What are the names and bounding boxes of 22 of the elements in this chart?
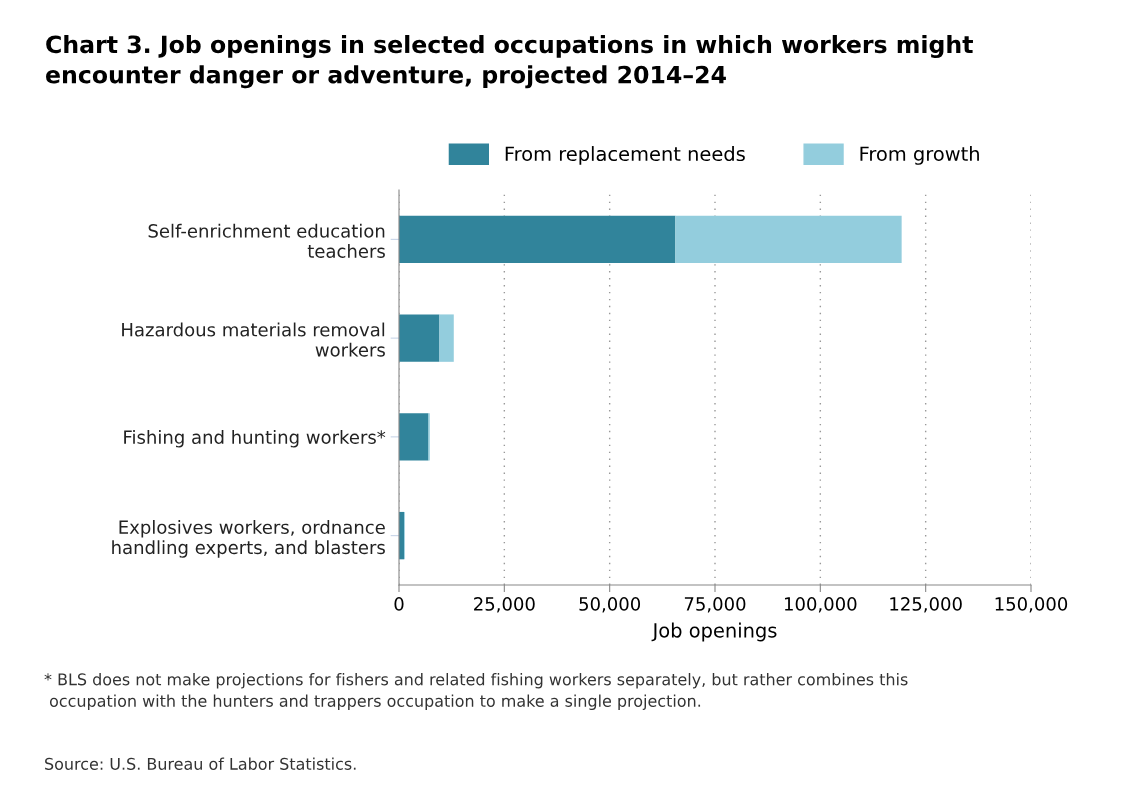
x-tick-label: 0 [394, 597, 404, 611]
chart-title: Chart 3. Job openings in selected occupations in which workers might encounter danger or adventure, projected 2014–24 [46, 35, 973, 89]
legend-label: From growth [860, 146, 979, 165]
y-tick-label: Explosives workers, ordnance handling experts, and blasters [112, 520, 385, 558]
y-tick-label: Hazardous materials removal workers [122, 322, 385, 357]
y-tick-label: Self-enrichment education teachers [148, 223, 385, 258]
y-tick-label: Fishing and hunting workers* [124, 430, 386, 448]
bar [439, 314, 454, 362]
x-tick-label: 150,000 [995, 597, 1068, 613]
bar [399, 413, 429, 461]
x-tick-label: 100,000 [784, 597, 857, 613]
bar [399, 314, 440, 362]
legend-label: From replacement needs [505, 146, 745, 165]
x-tick-label: 75,000 [684, 597, 746, 613]
x-tick-label: 125,000 [890, 597, 962, 613]
text: * BLS does not make projections for fishers and related fishing workers separately, but rather combines this occupation with the hunters and trappers occupation to make a single projection. [44, 673, 908, 710]
x-tick-label: 50,000 [579, 597, 641, 613]
x-tick-label: 25,000 [474, 597, 535, 613]
source-note: Source: U.S. Bureau of Labor Statistics. [45, 757, 356, 770]
x-axis-title: Job openings [651, 622, 777, 642]
bar [675, 215, 902, 264]
bar [399, 215, 676, 264]
